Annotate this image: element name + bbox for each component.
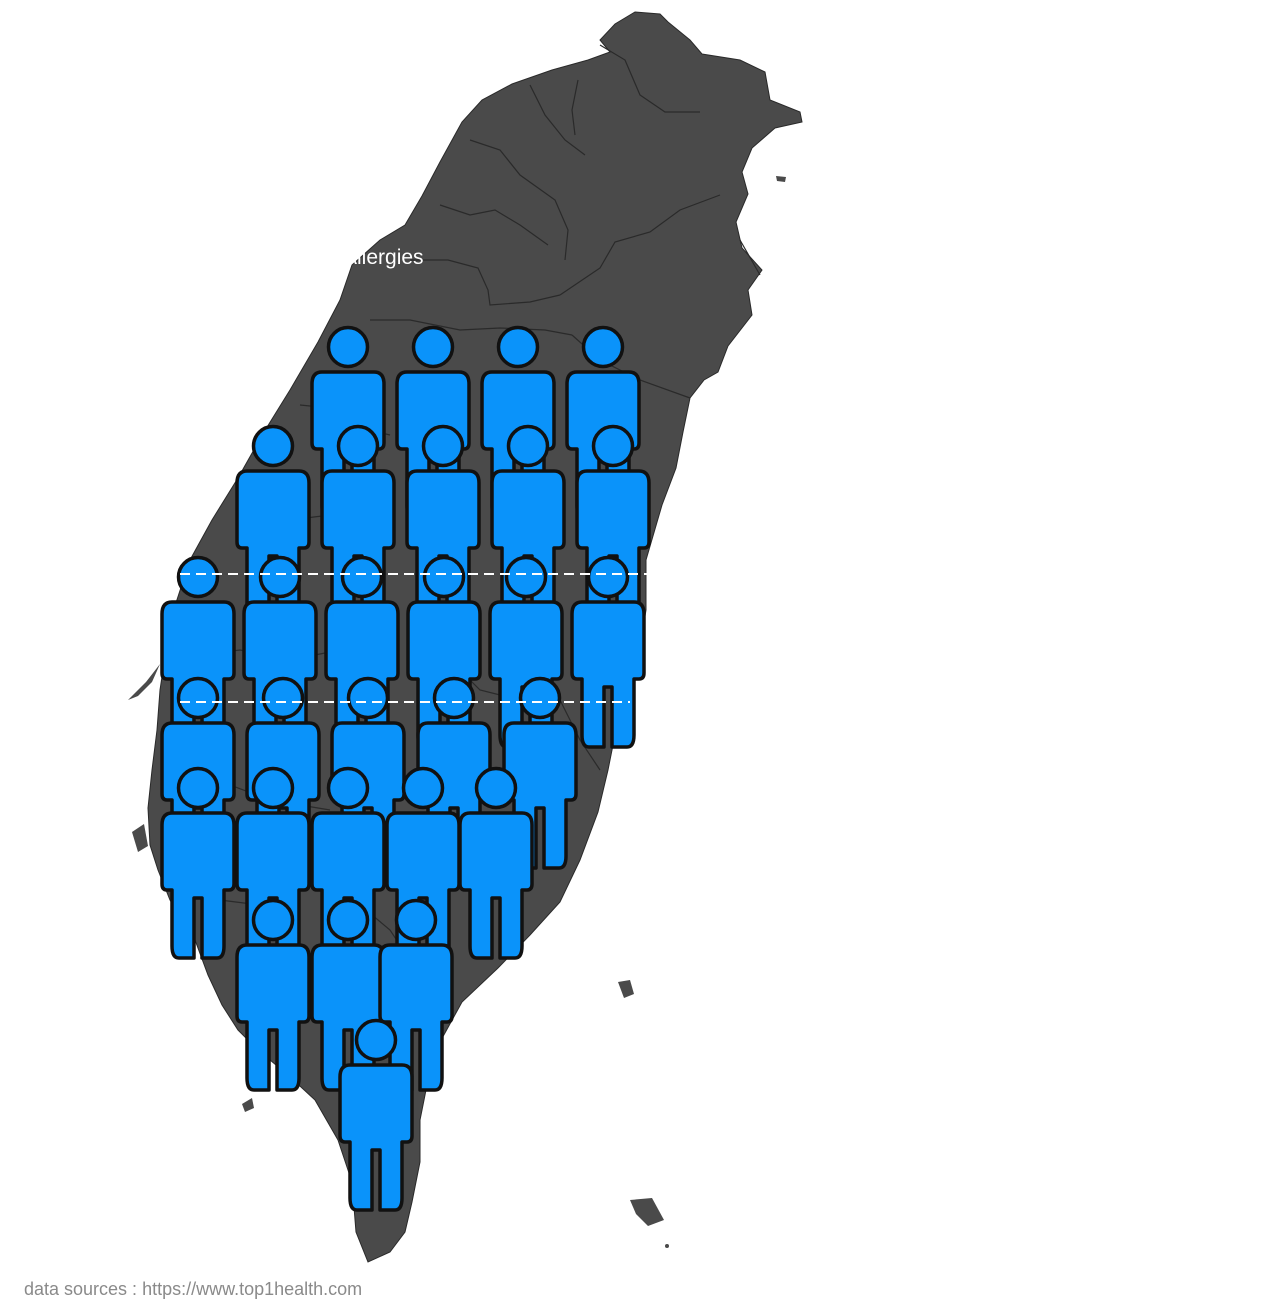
guide-lines: [180, 573, 652, 703]
people-pictogram-group: [160, 325, 651, 1212]
map-title: Allergies: [343, 246, 424, 269]
small-islands: [128, 176, 786, 1248]
data-source-note: data sources : https://www.top1health.co…: [24, 1279, 363, 1299]
